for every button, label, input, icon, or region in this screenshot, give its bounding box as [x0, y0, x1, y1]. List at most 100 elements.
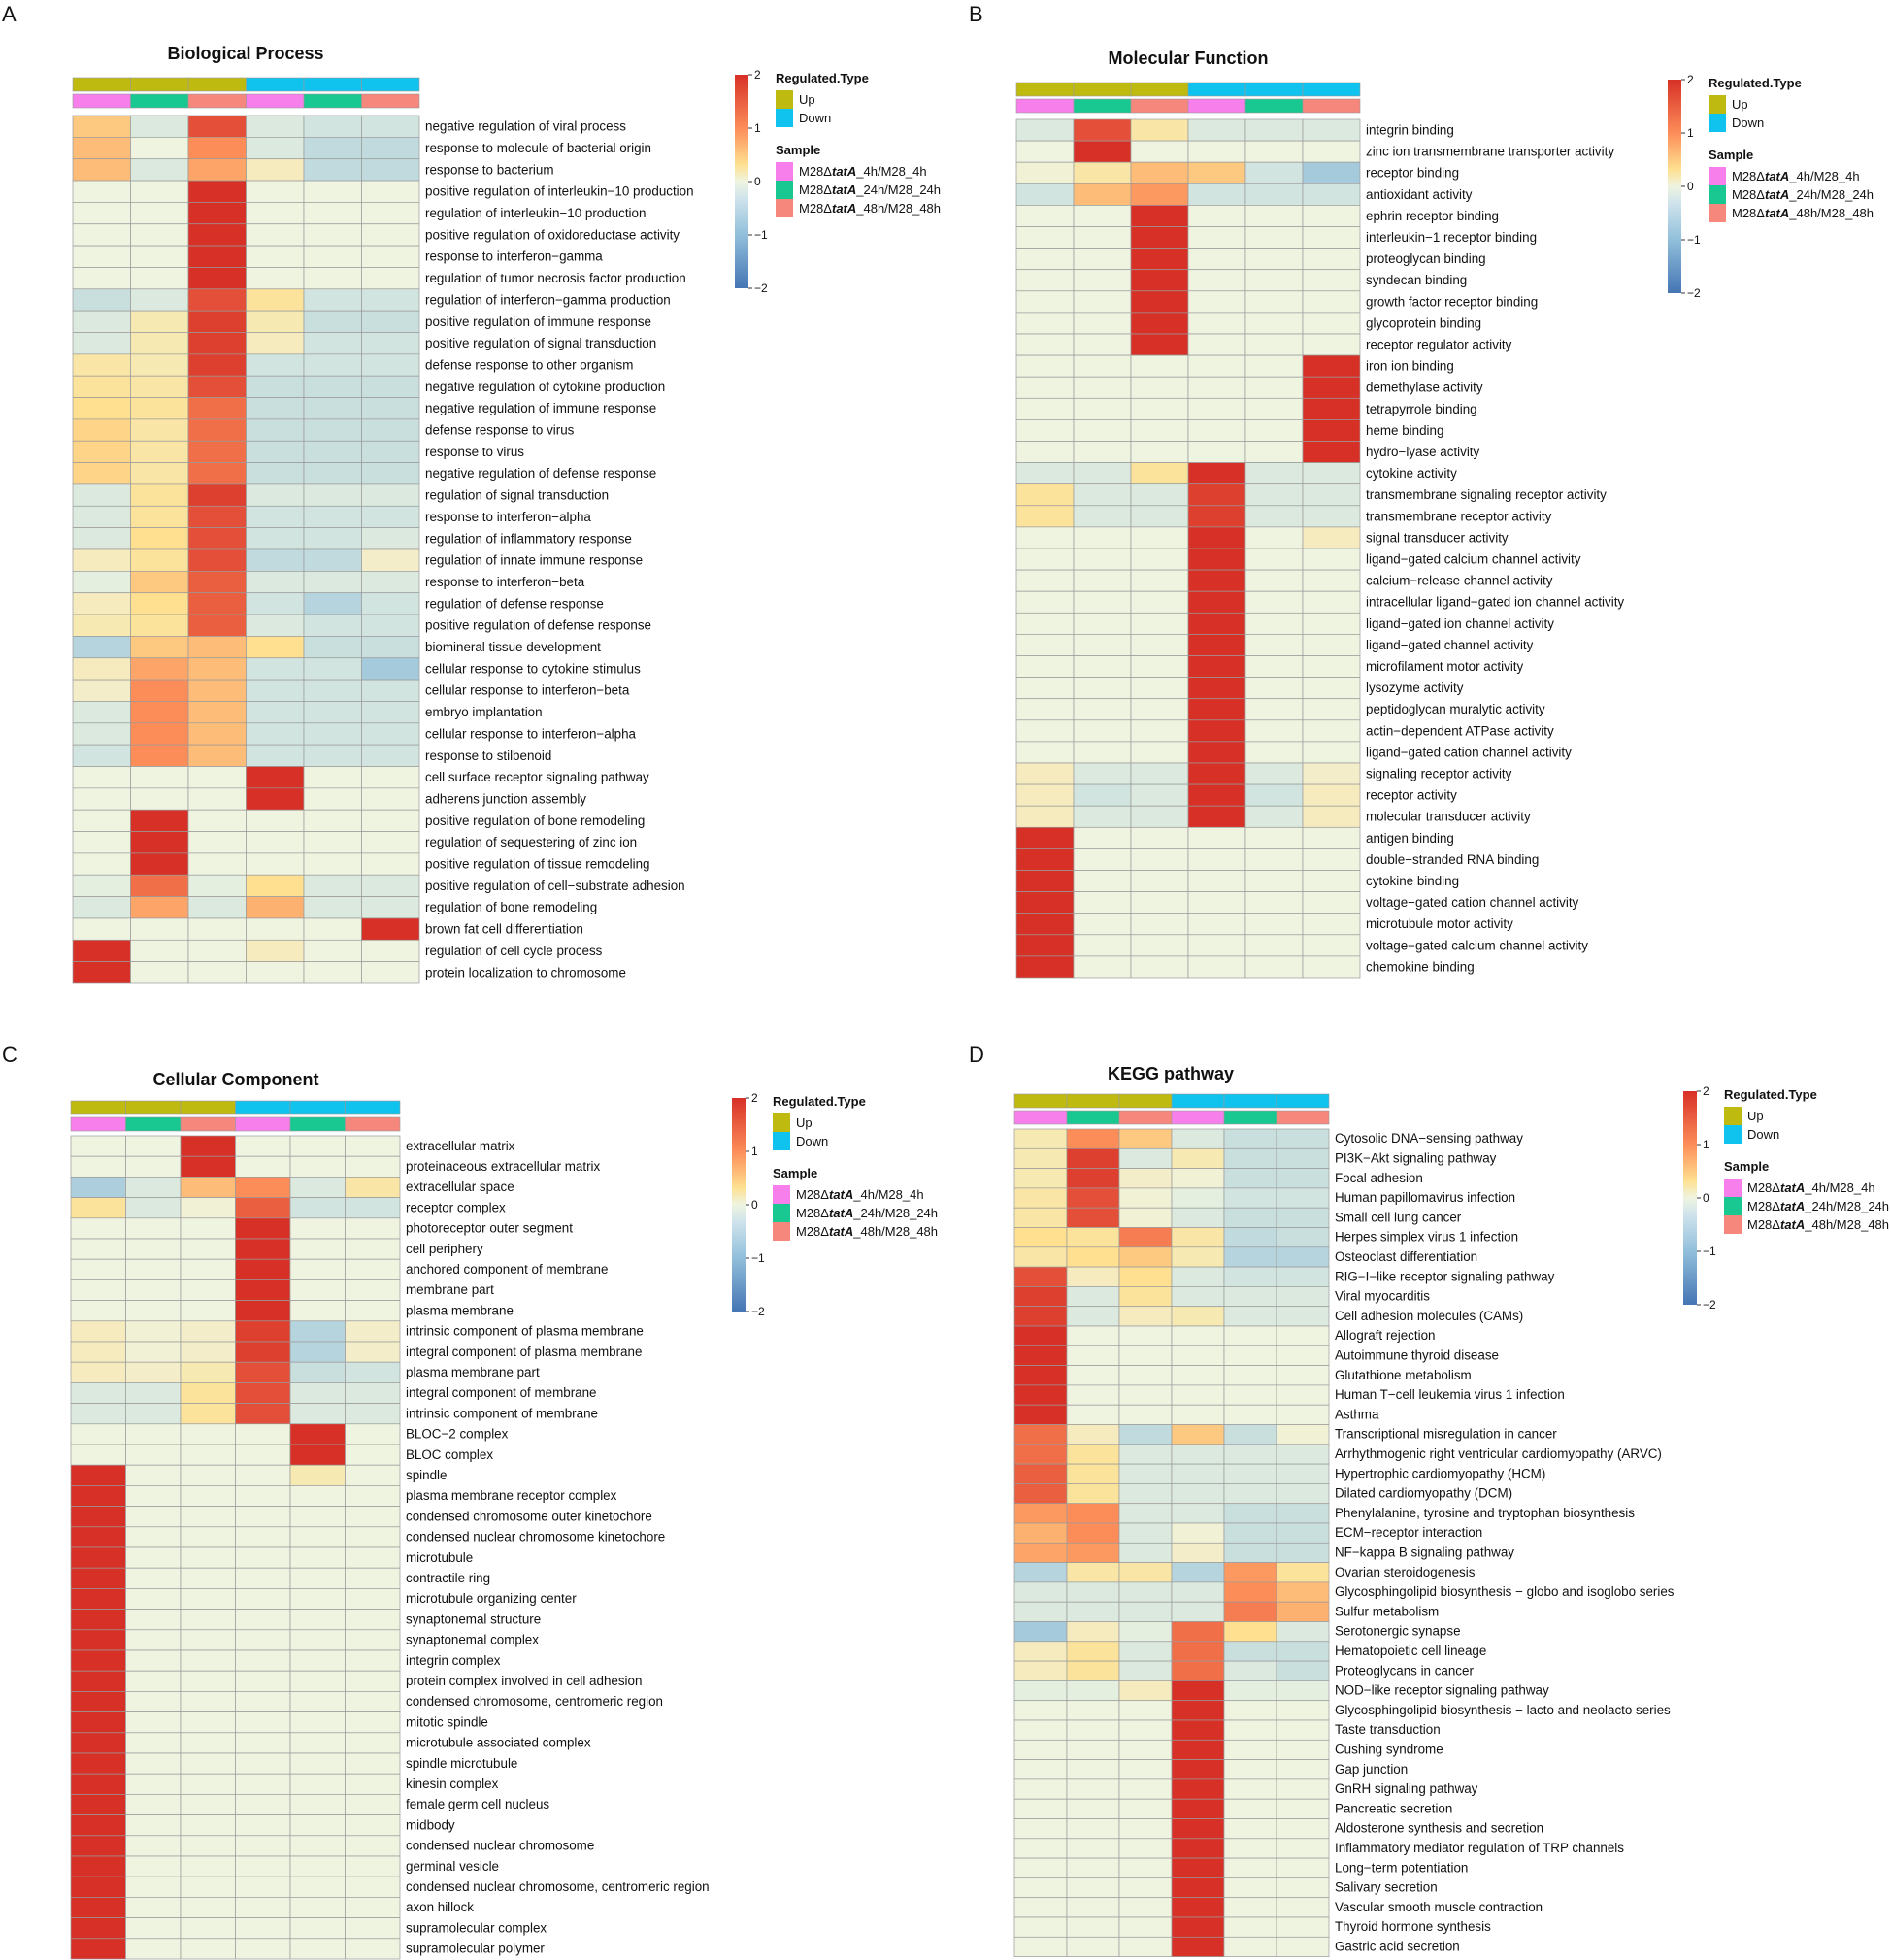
heatmap-cell [1130, 354, 1189, 378]
heatmap-cell [1276, 1601, 1330, 1622]
heatmap-cell [1013, 1719, 1068, 1741]
heatmap-cell [345, 1752, 401, 1775]
heatmap-cell [235, 1217, 291, 1240]
heatmap-cell [1223, 1306, 1277, 1327]
heatmap-cell [1118, 1739, 1173, 1760]
legend-sample-prefix: M28Δ [799, 183, 832, 197]
row-label: germinal vesicle [406, 1859, 499, 1874]
heatmap-cell [1244, 441, 1304, 463]
heatmap-cell [70, 1691, 126, 1712]
heatmap-cell [1013, 1424, 1068, 1445]
heatmap-cell [70, 1279, 126, 1301]
sample-annotation [180, 1116, 236, 1132]
row-label: condensed nuclear chromosome [406, 1839, 594, 1853]
heatmap-cell [1171, 1916, 1225, 1938]
heatmap-cell [1244, 376, 1304, 399]
heatmap-cell [1223, 1641, 1277, 1662]
row-label: RIG−I−like receptor signaling pathway [1335, 1269, 1555, 1283]
row-label: Sulfur metabolism [1335, 1604, 1439, 1618]
panel-a: A Biological Process negative regulation o… [2, 2, 941, 984]
row-label: positive regulation of immune response [425, 315, 651, 329]
heatmap-cell [70, 1300, 126, 1322]
heatmap-cell [1187, 913, 1246, 936]
legend-sample-suffix: _4h/M28_4h [855, 164, 926, 179]
heatmap-cell [1073, 826, 1132, 849]
row-label: receptor complex [406, 1200, 506, 1214]
heatmap-cell [361, 570, 420, 594]
heatmap-cell [130, 137, 189, 160]
heatmap-cell [303, 527, 362, 550]
heatmap-cell [303, 896, 362, 919]
heatmap-cell [1302, 312, 1361, 335]
row-label: spindle microtubule [406, 1756, 517, 1771]
heatmap-cell [1223, 1581, 1277, 1603]
heatmap-cell [1223, 1700, 1277, 1721]
sample-annotation [1073, 98, 1132, 114]
heatmap-cell [1187, 741, 1246, 764]
heatmap-cell [1013, 1936, 1068, 1957]
heatmap-cell [1013, 1897, 1068, 1918]
heatmap-cell [361, 722, 420, 746]
heatmap-cell [125, 1444, 182, 1466]
heatmap-cell [1073, 333, 1132, 356]
heatmap-cell [1244, 183, 1304, 206]
heatmap-cell [1118, 1246, 1173, 1268]
heatmap-cell [125, 1300, 182, 1322]
heatmap-cell [1187, 762, 1246, 785]
heatmap-cell [1302, 248, 1361, 271]
heatmap-cell [289, 1917, 346, 1940]
heatmap-cell [1118, 1345, 1173, 1366]
heatmap-cell [187, 483, 247, 507]
heatmap-cell [1223, 1680, 1277, 1702]
heatmap-cell [361, 852, 420, 876]
legend-regulated-label: Down [1747, 1127, 1779, 1142]
row-label: Allograft rejection [1335, 1328, 1435, 1343]
heatmap-cell [1276, 1168, 1330, 1189]
heatmap-cell [1066, 1286, 1120, 1308]
heatmap-cell [72, 397, 131, 420]
heatmap-cell [1015, 698, 1075, 721]
heatmap-cell [1171, 1660, 1225, 1681]
row-label: plasma membrane receptor complex [406, 1488, 617, 1503]
regulated-type-annotation [1302, 82, 1361, 97]
heatmap-cell [1171, 1798, 1225, 1819]
heatmap-cell [72, 657, 131, 681]
heatmap-cell [180, 1238, 236, 1260]
legend-sample-label: M28ΔtatA_4h/M28_4h [1732, 169, 1860, 183]
heatmap-cell [361, 548, 420, 572]
heatmap-cell [187, 831, 247, 854]
heatmap-cell [289, 1876, 346, 1898]
regulated-type-annotation [235, 1100, 291, 1115]
heatmap-cell [289, 1588, 346, 1610]
heatmap-cell [1302, 655, 1361, 678]
heatmap-cell [1171, 1581, 1225, 1603]
heatmap-cell [1013, 1306, 1068, 1327]
row-label: BLOC−2 complex [406, 1427, 509, 1442]
regulated-type-annotation [1187, 82, 1246, 97]
heatmap-cell [1187, 248, 1246, 271]
row-label: ligand−gated cation channel activity [1366, 745, 1572, 759]
row-label: cellular response to cytokine stimulus [425, 661, 641, 676]
heatmap-cell [1302, 290, 1361, 314]
panel-letter: A [2, 2, 17, 26]
legend-sample-suffix: _4h/M28_4h [1804, 1180, 1874, 1195]
heatmap-cell [1015, 891, 1075, 914]
heatmap-cell [345, 1773, 401, 1795]
heatmap-cell [130, 831, 189, 854]
heatmap-cell [1015, 719, 1075, 743]
row-label: Gastric acid secretion [1335, 1940, 1460, 1954]
heatmap-cell [70, 1197, 126, 1219]
legend-swatch [1709, 204, 1726, 222]
row-label: signaling receptor activity [1366, 766, 1512, 781]
heatmap-cell [1171, 1168, 1225, 1189]
row-label: defense response to virus [425, 423, 575, 438]
heatmap-cell [1066, 1522, 1120, 1544]
heatmap-cell [303, 137, 362, 160]
legend-swatch [776, 199, 793, 217]
sample-annotation [303, 93, 362, 109]
heatmap-cell [1276, 1345, 1330, 1366]
heatmap-cell [1013, 1700, 1068, 1721]
legend-swatch [1709, 185, 1726, 204]
legend-sample-suffix: _24h/M28_24h [852, 1206, 938, 1220]
heatmap-cell [1223, 1857, 1277, 1878]
